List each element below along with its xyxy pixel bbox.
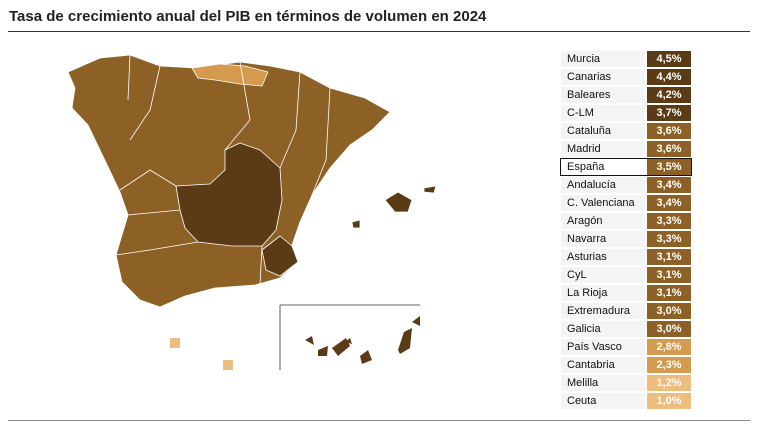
- growth-value: 3,1%: [647, 249, 691, 265]
- growth-value: 3,6%: [647, 141, 691, 157]
- region-name: Aragón: [561, 213, 645, 229]
- growth-value: 4,4%: [647, 69, 691, 85]
- murcia: [261, 235, 299, 277]
- table-row: Madrid 3,6%: [561, 141, 691, 157]
- ceuta: [170, 338, 180, 348]
- table-row: Cantabria 2,3%: [561, 357, 691, 373]
- region-name: Cataluña: [561, 123, 645, 139]
- rule: [8, 31, 750, 32]
- cantabria-pais-vasco: [191, 63, 269, 87]
- melilla: [223, 360, 233, 370]
- table-row: Aragón 3,3%: [561, 213, 691, 229]
- borders: [115, 54, 331, 286]
- region-name: Ceuta: [561, 393, 645, 409]
- region-name: Canarias: [561, 69, 645, 85]
- growth-value: 3,5%: [647, 159, 691, 175]
- region-name: CyL: [561, 267, 645, 283]
- growth-value: 4,2%: [647, 87, 691, 103]
- table-row: Canarias 4,4%: [561, 69, 691, 85]
- growth-value: 3,4%: [647, 177, 691, 193]
- growth-value: 3,6%: [647, 123, 691, 139]
- region-name: C. Valenciana: [561, 195, 645, 211]
- table-row: Extremadura 3,0%: [561, 303, 691, 319]
- table-row: C. Valenciana 3,4%: [561, 195, 691, 211]
- growth-value: 3,3%: [647, 231, 691, 247]
- region-name: Andalucía: [561, 177, 645, 193]
- growth-value: 1,0%: [647, 393, 691, 409]
- growth-value: 3,3%: [647, 213, 691, 229]
- table: Murcia 4,5% Canarias 4,4% Baleares 4,2% C-LM 3,…: [560, 51, 692, 411]
- table-row: C-LM 3,7%: [561, 105, 691, 121]
- table-row: Murcia 4,5%: [561, 51, 691, 67]
- table-row: País Vasco 2,8%: [561, 339, 691, 355]
- table-row: Melilla 1,2%: [561, 375, 691, 391]
- region-name: España: [561, 159, 645, 175]
- map: [67, 54, 437, 370]
- table-row: Cataluña 3,6%: [561, 123, 691, 139]
- region-name: Asturias: [561, 249, 645, 265]
- table-row: España 3,5%: [560, 158, 692, 176]
- baleares: [351, 185, 437, 229]
- table-row: Asturias 3,1%: [561, 249, 691, 265]
- growth-value: 3,1%: [647, 285, 691, 301]
- region-name: Cantabria: [561, 357, 645, 373]
- table-row: Navarra 3,3%: [561, 231, 691, 247]
- table-row: Galicia 3,0%: [561, 321, 691, 337]
- region-name: Galicia: [561, 321, 645, 337]
- growth-value: 3,7%: [647, 105, 691, 121]
- region-name: Navarra: [561, 231, 645, 247]
- table-row: Ceuta 1,0%: [561, 393, 691, 409]
- growth-value: 3,0%: [647, 303, 691, 319]
- canarias-frame: [279, 304, 420, 370]
- region-name: País Vasco: [561, 339, 645, 355]
- growth-value: 2,3%: [647, 357, 691, 373]
- region-name: Murcia: [561, 51, 645, 67]
- region-name: C-LM: [561, 105, 645, 121]
- growth-value: 4,5%: [647, 51, 691, 67]
- region-name: La Rioja: [561, 285, 645, 301]
- growth-value: 3,1%: [647, 267, 691, 283]
- title: Tasa de crecimiento anual del PIB en tér…: [9, 8, 487, 25]
- canarias: [305, 316, 420, 364]
- rule: [8, 420, 750, 421]
- table-row: La Rioja 3,1%: [561, 285, 691, 301]
- region-name: Extremadura: [561, 303, 645, 319]
- region-name: Madrid: [561, 141, 645, 157]
- castilla-la-mancha: [175, 142, 283, 247]
- table-row: Andalucía 3,4%: [561, 177, 691, 193]
- growth-value: 2,8%: [647, 339, 691, 355]
- region-name: Baleares: [561, 87, 645, 103]
- table-row: Baleares 4,2%: [561, 87, 691, 103]
- table-row: CyL 3,1%: [561, 267, 691, 283]
- growth-value: 1,2%: [647, 375, 691, 391]
- region-name: Melilla: [561, 375, 645, 391]
- growth-value: 3,0%: [647, 321, 691, 337]
- growth-value: 3,4%: [647, 195, 691, 211]
